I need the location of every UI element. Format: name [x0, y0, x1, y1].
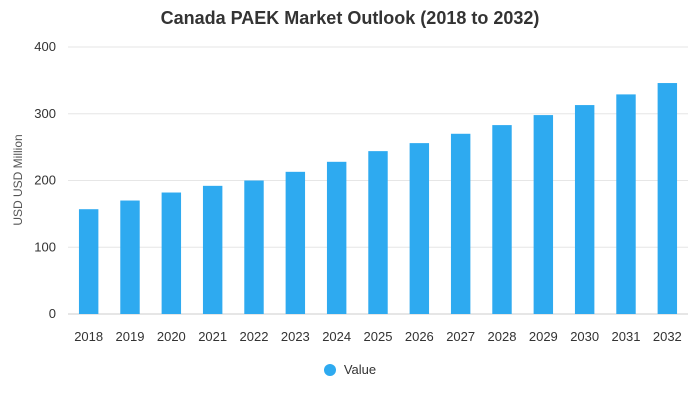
x-tick-label: 2022 [240, 329, 269, 344]
bar-2022 [244, 180, 264, 314]
x-tick-label: 2021 [198, 329, 227, 344]
x-tick-label: 2028 [488, 329, 517, 344]
x-axis-ticks: 2018 2019 2020 2021 2022 2023 2024 2025 2026 2027… [74, 329, 682, 344]
bar-2023 [285, 171, 306, 314]
y-axis-title: USD USD Million [11, 134, 25, 225]
legend-label: Value [343, 362, 377, 377]
x-tick-label: 2026 [405, 329, 434, 344]
bar-2025 [368, 151, 388, 314]
bar-2030 [574, 105, 595, 314]
bar-2032 [657, 83, 678, 314]
y-tick-label: 100 [34, 239, 56, 254]
bar-2024 [326, 161, 347, 314]
x-tick-label: 2025 [364, 329, 393, 344]
x-tick-label: 2018 [74, 329, 103, 344]
bar-2020 [161, 192, 182, 314]
x-tick-label: 2030 [570, 329, 599, 344]
chart-title: Canada PAEK Market Outlook (2018 to 2032… [160, 8, 540, 28]
legend-swatch [323, 363, 336, 376]
y-tick-label: 200 [34, 173, 56, 188]
bar-2021 [202, 185, 223, 314]
x-tick-label: 2032 [653, 329, 682, 344]
bar-2018 [78, 209, 99, 314]
legend: Value [0, 362, 700, 377]
x-tick-label: 2029 [529, 329, 558, 344]
y-tick-label: 400 [34, 39, 56, 54]
bar-2028 [492, 125, 512, 314]
bar-2026 [409, 143, 430, 314]
bars [78, 83, 678, 315]
x-tick-label: 2023 [281, 329, 310, 344]
y-tick-label: 0 [49, 306, 56, 321]
x-tick-label: 2031 [612, 329, 641, 344]
bar-2031 [616, 94, 636, 314]
x-tick-label: 2024 [322, 329, 351, 344]
bar-2029 [533, 115, 554, 315]
y-axis-ticks: 0 100 200 300 400 [34, 39, 56, 321]
y-tick-label: 300 [34, 106, 56, 121]
x-tick-label: 2027 [446, 329, 475, 344]
bar-2027 [450, 133, 471, 314]
bar-2019 [120, 200, 140, 314]
x-tick-label: 2020 [157, 329, 186, 344]
x-tick-label: 2019 [116, 329, 145, 344]
